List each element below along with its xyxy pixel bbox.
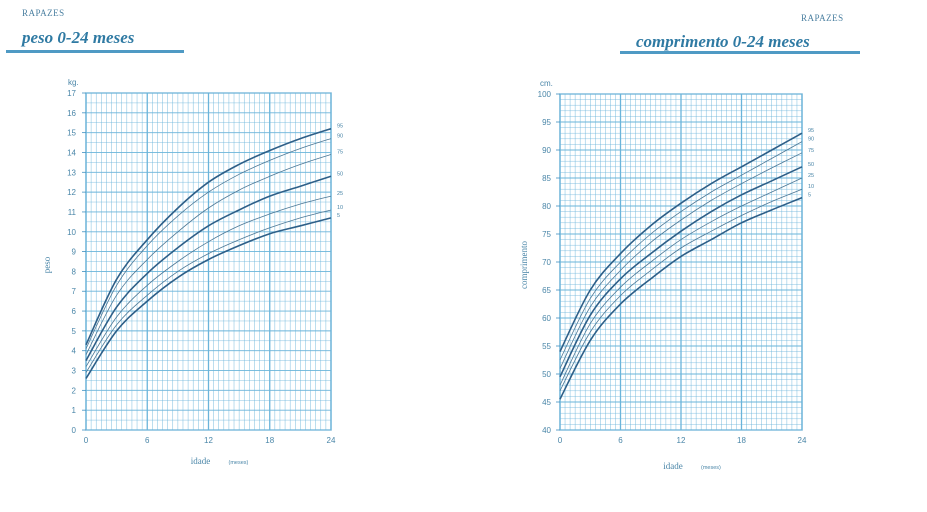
chart1-x-tick-label: 6 bbox=[145, 436, 150, 445]
chart1-y-unit-label: kg. bbox=[68, 78, 79, 87]
chart1-y-tick-label: 0 bbox=[72, 426, 77, 435]
chart2-y-unit-label: cm. bbox=[540, 79, 553, 88]
chart1-y-tick-label: 16 bbox=[67, 109, 76, 118]
chart1-percentile-10-line bbox=[85, 209, 332, 373]
chart2-y-tick-label: 90 bbox=[542, 146, 551, 155]
right-chart-title: comprimento 0-24 meses bbox=[636, 32, 810, 51]
left-chart-title: peso 0-24 meses bbox=[22, 28, 135, 47]
chart2-percentile-label-75: 75 bbox=[808, 148, 814, 154]
chart1-percentile-50-line bbox=[85, 175, 332, 361]
chart1-y-tick-label: 12 bbox=[67, 188, 76, 197]
chart2-y-tick-label: 50 bbox=[542, 370, 551, 379]
chart1-percentile-label-10: 10 bbox=[337, 205, 343, 211]
chart1-y-tick-label: 1 bbox=[72, 406, 77, 415]
chart2-x-axis-label: idade bbox=[663, 461, 683, 471]
chart1-percentile-label-50: 50 bbox=[337, 171, 343, 177]
chart1-y-axis-label: peso bbox=[42, 256, 52, 273]
chart1-y-tick-label: 3 bbox=[72, 367, 77, 376]
chart2-y-tick-label: 65 bbox=[542, 286, 551, 295]
right-gender-label: RAPAZES bbox=[801, 13, 844, 23]
chart2-percentile-25-line bbox=[559, 177, 803, 386]
chart1-y-tick-label: 8 bbox=[72, 267, 77, 276]
chart2-percentile-95-line bbox=[559, 132, 803, 352]
chart2-percentile-label-95: 95 bbox=[808, 128, 814, 134]
chart2-percentile-label-10: 10 bbox=[808, 184, 814, 190]
chart2-y-tick-label: 55 bbox=[542, 342, 551, 351]
chart2-percentile-label-90: 90 bbox=[808, 137, 814, 143]
chart1-y-tick-label: 9 bbox=[72, 248, 77, 257]
chart1-percentile-25-line bbox=[85, 195, 332, 367]
chart1-y-tick-label: 10 bbox=[67, 228, 76, 237]
chart2-y-tick-label: 95 bbox=[542, 118, 551, 127]
chart1-y-tick-label: 13 bbox=[67, 168, 76, 177]
chart1-x-axis-unit: (meses) bbox=[229, 460, 249, 466]
chart1-x-tick-label: 12 bbox=[204, 436, 213, 445]
chart2-x-tick-label: 12 bbox=[677, 436, 686, 445]
chart2-y-tick-label: 80 bbox=[542, 202, 551, 211]
chart2-y-tick-label: 75 bbox=[542, 230, 551, 239]
chart2-percentile-10-line bbox=[559, 188, 803, 391]
chart2-percentile-label-5: 5 bbox=[808, 193, 811, 199]
chart2-y-tick-label: 85 bbox=[542, 174, 551, 183]
chart2-y-tick-label: 100 bbox=[538, 90, 552, 99]
chart1-y-tick-label: 4 bbox=[72, 347, 77, 356]
chart2-percentile-5-line bbox=[559, 196, 803, 400]
left-title-underline bbox=[6, 50, 184, 53]
chart2-percentile-label-50: 50 bbox=[808, 162, 814, 168]
chart1-percentile-label-75: 75 bbox=[337, 149, 343, 155]
chart1-percentile-75-line bbox=[85, 154, 332, 355]
chart1-y-tick-label: 6 bbox=[72, 307, 77, 316]
chart1-x-tick-label: 18 bbox=[265, 436, 274, 445]
chart1-percentile-95-line bbox=[85, 127, 332, 346]
chart1-percentile-label-5: 5 bbox=[337, 213, 340, 219]
chart2-y-tick-label: 45 bbox=[542, 398, 551, 407]
chart1-x-tick-label: 0 bbox=[84, 436, 89, 445]
chart1-percentile-label-95: 95 bbox=[337, 124, 343, 130]
chart1-y-tick-label: 7 bbox=[72, 287, 77, 296]
chart1-percentile-5-line bbox=[85, 217, 332, 379]
chart2-y-axis-label: comprimento bbox=[519, 241, 529, 289]
chart2-y-tick-label: 40 bbox=[542, 426, 551, 435]
chart1-y-tick-label: 5 bbox=[72, 327, 77, 336]
chart2-percentile-label-25: 25 bbox=[808, 173, 814, 179]
chart1-y-tick-label: 11 bbox=[68, 208, 77, 217]
chart1-percentile-label-90: 90 bbox=[337, 134, 343, 140]
chart1-y-tick-label: 17 bbox=[67, 89, 76, 98]
chart1-x-axis-label: idade bbox=[191, 456, 211, 466]
chart2-x-tick-label: 24 bbox=[798, 436, 807, 445]
chart2-percentile-90-line bbox=[559, 141, 803, 361]
chart1-percentile-90-line bbox=[85, 138, 332, 349]
chart2-x-axis-unit: (meses) bbox=[701, 465, 721, 471]
chart2-percentile-50-line bbox=[559, 166, 803, 378]
chart2-y-tick-label: 70 bbox=[542, 258, 551, 267]
chart2-x-tick-label: 0 bbox=[558, 436, 563, 445]
chart1-percentile-label-25: 25 bbox=[337, 191, 343, 197]
chart2-x-tick-label: 18 bbox=[737, 436, 746, 445]
chart2-percentile-75-line bbox=[559, 152, 803, 369]
chart2-x-tick-label: 6 bbox=[618, 436, 623, 445]
right-title-underline bbox=[620, 51, 860, 54]
chart1-x-tick-label: 24 bbox=[327, 436, 336, 445]
chart2-y-tick-label: 60 bbox=[542, 314, 551, 323]
chart1-y-tick-label: 15 bbox=[67, 129, 76, 138]
left-gender-label: RAPAZES bbox=[22, 8, 65, 18]
chart1-y-tick-label: 14 bbox=[67, 148, 76, 157]
chart1-y-tick-label: 2 bbox=[72, 386, 77, 395]
